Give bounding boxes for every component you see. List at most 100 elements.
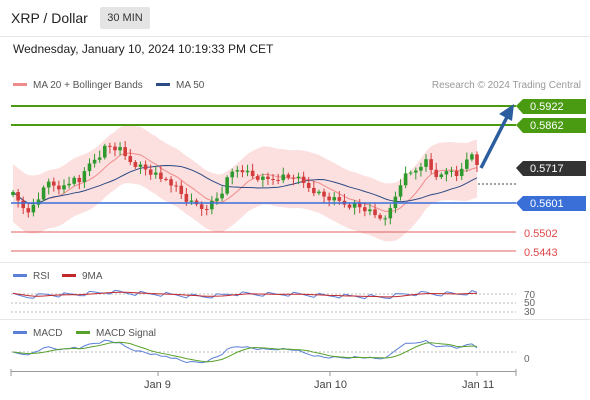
candle-body: [138, 164, 143, 167]
candle-body: [388, 208, 393, 219]
candle-body: [57, 185, 61, 190]
rsi-panel[interactable]: 70 50 30: [11, 289, 536, 318]
candle-body: [250, 170, 255, 177]
candle-body: [179, 185, 184, 194]
candle-body: [26, 208, 31, 213]
candle-body: [444, 171, 449, 175]
ma20-line: [12, 152, 478, 212]
candle-body: [266, 176, 270, 179]
legend-rsi-label: RSI: [33, 271, 50, 282]
candle-body: [113, 146, 117, 151]
candle-body: [449, 170, 454, 172]
legend-ma50-label: MA 50: [176, 80, 205, 91]
candle-body: [21, 200, 25, 209]
level-label-0.5862: 0.5862: [516, 118, 586, 133]
candle-body: [51, 181, 56, 186]
candle-body: [317, 191, 321, 194]
candle-body: [332, 197, 337, 201]
candle-body: [92, 159, 97, 164]
legend-rsi-ma-label: 9MA: [82, 271, 103, 282]
legend-ma20-label: MA 20 + Bollinger Bands: [33, 80, 143, 91]
rsi-70-label: 70: [524, 290, 536, 301]
rsi-ma-line: [12, 291, 478, 298]
rsi-swatch: [13, 273, 27, 277]
candle-body: [215, 198, 219, 202]
x-tick-label: Jan 11: [462, 379, 494, 391]
candle-body: [352, 203, 357, 208]
candle-body: [337, 197, 342, 201]
candle-body: [133, 162, 138, 167]
candle-body: [363, 207, 367, 212]
candle-body: [408, 172, 413, 174]
candle-body: [347, 204, 352, 208]
candle-body: [245, 170, 250, 173]
candle-body: [189, 200, 194, 202]
macd-line: [12, 339, 478, 364]
candle-body: [102, 145, 107, 158]
candle-body: [82, 171, 87, 183]
candle-body: [439, 174, 444, 178]
candle-body: [255, 176, 260, 180]
ma50-swatch: [156, 82, 170, 86]
signal-swatch: [76, 330, 90, 334]
candle-body: [16, 192, 20, 201]
rsi-50-label: 50: [524, 298, 536, 309]
level-label-0.5922: 0.5922: [516, 99, 586, 114]
candle-body: [454, 170, 459, 177]
support-label-1: 0.5502: [524, 228, 558, 240]
legend-macd-signal: MACD Signal: [76, 328, 156, 339]
bollinger-band: [13, 125, 477, 242]
copyright: Research © 2024 Trading Central: [431, 80, 581, 91]
candle-body: [403, 173, 408, 186]
candle-body: [398, 185, 403, 197]
candle-body: [414, 170, 418, 173]
candle-body: [108, 145, 112, 147]
rsi-30-label: 30: [524, 307, 536, 318]
candle-body: [174, 185, 178, 187]
candle-body: [261, 176, 265, 180]
rsi-line: [12, 289, 478, 300]
candle-body: [128, 156, 133, 163]
candle-body: [220, 193, 224, 199]
candle-body: [368, 209, 372, 212]
candle-body: [475, 154, 479, 165]
timeframe-badge[interactable]: 30 MIN: [100, 7, 150, 29]
candle-body: [31, 204, 36, 213]
legend-ma20: MA 20 + Bollinger Bands: [13, 80, 143, 91]
x-axis: Jan 9 Jan 10 Jan 11: [10, 369, 517, 391]
candle-body: [199, 204, 204, 209]
ma20-swatch: [13, 82, 27, 86]
level-text: 0.5601: [530, 198, 564, 210]
level-text: 0.5717: [530, 163, 564, 175]
legend-rsi-ma: 9MA: [62, 271, 103, 282]
candle-body: [378, 215, 382, 219]
price-panel[interactable]: [11, 125, 479, 242]
forecast-arrow: [479, 104, 514, 169]
macd-panel[interactable]: 0: [11, 339, 530, 365]
legend-macd-signal-label: MACD Signal: [96, 328, 157, 339]
candle-body: [306, 182, 311, 189]
candle-body: [97, 157, 102, 160]
level-text: 0.5862: [530, 120, 564, 132]
candle-body: [240, 170, 245, 173]
candle-body: [301, 176, 306, 183]
candle-body: [118, 147, 122, 151]
candle-body: [383, 218, 388, 220]
candle-body: [11, 192, 15, 195]
macd-signal-line: [12, 341, 478, 363]
candle-body: [143, 164, 148, 170]
candle-body: [424, 159, 428, 167]
candle-body: [210, 201, 214, 210]
candle-body: [459, 168, 464, 177]
candle-body: [327, 196, 331, 201]
x-tick-label: Jan 9: [144, 379, 171, 391]
candle-body: [276, 179, 280, 181]
candle-body: [159, 172, 163, 179]
macd-swatch: [13, 330, 27, 334]
legend-macd-label: MACD: [33, 328, 63, 339]
candle-body: [312, 188, 316, 194]
candle-body: [429, 159, 433, 170]
candle-body: [225, 177, 229, 194]
candle-body: [204, 208, 209, 210]
